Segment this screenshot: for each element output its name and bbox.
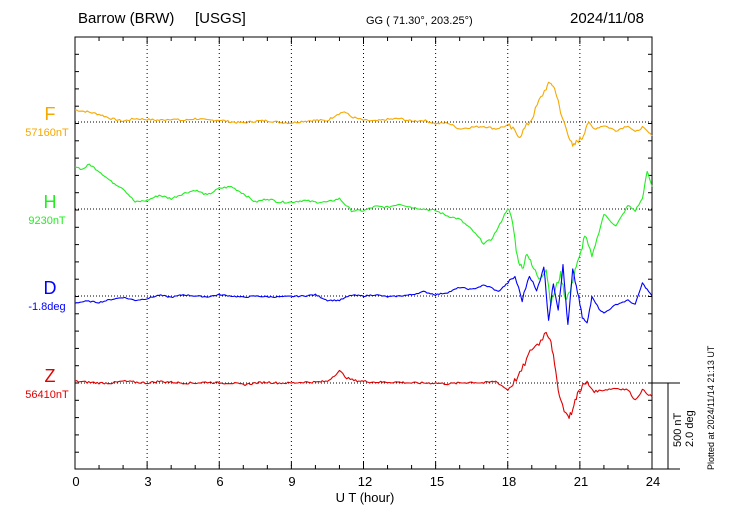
x-tick-label: 9 bbox=[288, 474, 296, 489]
station-coordinates: GG ( 71.30°, 203.25°) bbox=[366, 15, 473, 27]
baseline-value-h: 9230nT bbox=[28, 215, 66, 227]
x-tick-label: 24 bbox=[645, 474, 661, 489]
component-label-h: H bbox=[43, 192, 57, 212]
scale-bar bbox=[652, 382, 680, 470]
scale-bar-nt-label: 500 nT bbox=[672, 412, 684, 447]
series-line-h bbox=[74, 163, 653, 306]
component-label-f: F bbox=[44, 104, 56, 124]
component-label-d: D bbox=[43, 278, 57, 298]
x-tick-label: 6 bbox=[216, 474, 224, 489]
series-line-d bbox=[74, 263, 653, 325]
series-line-f bbox=[74, 81, 653, 147]
x-tick-label: 21 bbox=[573, 474, 589, 489]
plotted-at-note: Plotted at 2024/11/14 21:13 UT bbox=[706, 345, 716, 470]
component-label-z: Z bbox=[44, 366, 56, 386]
data-traces bbox=[74, 81, 653, 419]
plot-date: 2024/11/08 bbox=[570, 10, 644, 27]
scale-bar-deg-label: 2.0 deg bbox=[684, 410, 696, 447]
x-tick-label: 3 bbox=[144, 474, 152, 489]
x-tick-label: 12 bbox=[357, 474, 373, 489]
baseline-value-d: -1.8deg bbox=[28, 301, 66, 313]
x-axis-label: U T (hour) bbox=[335, 490, 395, 505]
x-tick-label: 18 bbox=[501, 474, 517, 489]
axis-ticks bbox=[74, 37, 653, 469]
x-tick-label: 15 bbox=[429, 474, 445, 489]
station-name: Barrow (BRW) bbox=[78, 10, 175, 27]
series-line-z bbox=[74, 331, 653, 419]
grid-lines bbox=[146, 37, 581, 469]
x-tick-label: 0 bbox=[72, 474, 80, 489]
data-source: [USGS] bbox=[195, 10, 246, 27]
baseline-value-f: 57160nT bbox=[25, 127, 69, 139]
baseline-value-z: 56410nT bbox=[25, 389, 69, 401]
